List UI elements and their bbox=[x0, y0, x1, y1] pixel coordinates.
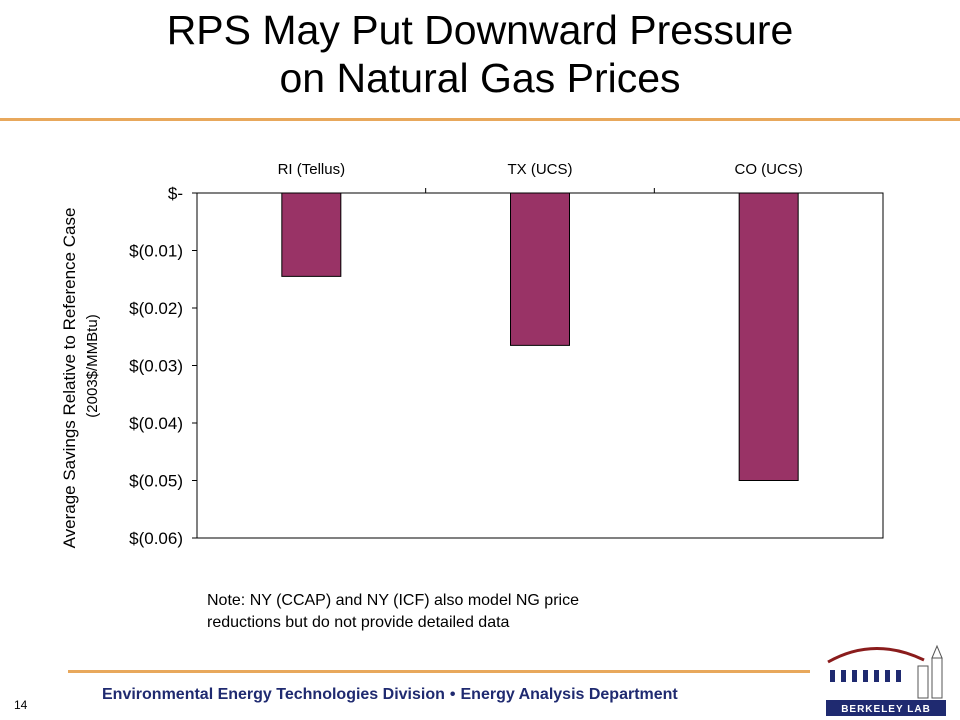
page-number: 14 bbox=[14, 698, 28, 712]
category-label: RI (Tellus) bbox=[278, 161, 346, 178]
slide-title-line-1: RPS May Put Downward Pressure bbox=[166, 7, 794, 53]
y-tick-label: $(0.04) bbox=[129, 414, 183, 433]
bar-2 bbox=[510, 192, 570, 346]
footer: Environmental Energy Technologies Divisi… bbox=[102, 686, 802, 704]
category-labels: RI (Tellus) TX (UCS) CO (UCS) bbox=[278, 161, 803, 178]
bar-1 bbox=[281, 192, 342, 277]
y-tick-label: $(0.01) bbox=[129, 242, 183, 261]
bars bbox=[281, 192, 799, 481]
savings-bar-chart: $- $(0.01) $(0.02) $(0.03) $(0.04) $(0.05) $(0… bbox=[60, 161, 884, 549]
category-dividers bbox=[425, 188, 655, 193]
y-axis-label-unit: (2003$/MMBtu) bbox=[84, 314, 101, 417]
footer-division: Environmental Energy Technologies Divisi… bbox=[102, 686, 445, 703]
footer-divider bbox=[68, 670, 810, 673]
slide-title-line-2: on Natural Gas Prices bbox=[279, 55, 681, 101]
y-axis: $- $(0.01) $(0.02) $(0.03) $(0.04) $(0.05) $(0… bbox=[129, 184, 197, 548]
y-tick-label: $(0.02) bbox=[129, 299, 183, 318]
title-divider bbox=[0, 118, 960, 121]
category-label: CO (UCS) bbox=[735, 161, 803, 178]
y-tick-label: $(0.06) bbox=[129, 529, 183, 548]
footer-department: Energy Analysis Department bbox=[460, 686, 678, 703]
y-tick-label: $(0.03) bbox=[129, 357, 183, 376]
footer-separator: • bbox=[449, 686, 456, 703]
y-tick-label: $- bbox=[168, 184, 183, 203]
slide-title: RPS May Put Downward Pressure on Natural… bbox=[0, 6, 960, 102]
y-axis-label: Average Savings Relative to Reference Ca… bbox=[60, 208, 79, 549]
chart-note: Note: NY (CCAP) and NY (ICF) also model … bbox=[207, 592, 579, 631]
berkeley-lab-logo-icon: BERKELEY LAB bbox=[826, 644, 946, 716]
y-tick-label: $(0.05) bbox=[129, 472, 183, 491]
category-label: TX (UCS) bbox=[508, 161, 573, 178]
bar-3 bbox=[738, 192, 799, 481]
logo-text: BERKELEY LAB bbox=[841, 704, 931, 715]
